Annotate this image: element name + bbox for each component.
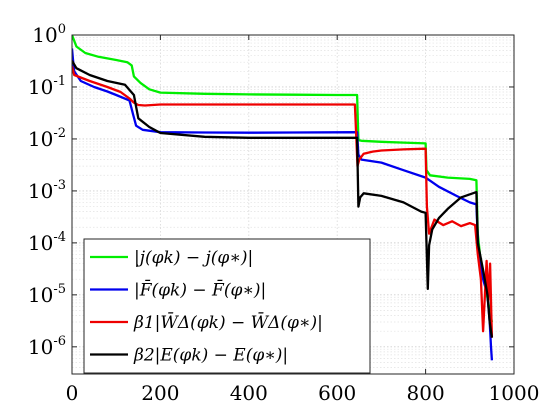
series-lines: [72, 35, 494, 361]
y-tick-label: 10-5: [28, 282, 66, 307]
x-tick-label: 400: [230, 381, 268, 405]
x-tick-label: 800: [407, 381, 445, 405]
y-tick-label: 10-4: [28, 230, 66, 255]
x-tick-label: 200: [141, 381, 179, 405]
y-tick-label: 10-1: [28, 74, 66, 99]
legend-label: |j(φk) − j(φ∗)|: [134, 248, 253, 268]
legend-label: β2|E(φk) − E(φ∗)|: [133, 346, 288, 366]
plot-frame: [71, 34, 515, 375]
series-line-2: [72, 66, 494, 338]
x-tick-label: 1000: [489, 381, 540, 405]
y-tick-label: 10-3: [28, 178, 66, 203]
y-tick-label: 10-2: [28, 126, 66, 151]
x-tick-label: 600: [318, 381, 356, 405]
legend: |j(φk) − j(φ∗)| |F̄(φk) − F̄(φ∗)| β1|W̄Δ(φ…: [83, 238, 371, 374]
y-tick-label: 100: [32, 22, 66, 47]
series-line-0: [72, 35, 494, 323]
legend-label: β1|W̄Δ(φk) − W̄Δ(φ∗)|: [133, 311, 323, 333]
series-line-3: [72, 60, 494, 338]
axis-ticks: 0 200 400 600 800 1000 10-6 10-5 10-4 10-3 10-2 10-…: [28, 22, 540, 405]
legend-box: [83, 238, 371, 374]
x-tick-label: 0: [66, 381, 79, 405]
legend-label: |F̄(φk) − F̄(φ∗)|: [134, 278, 266, 300]
y-tick-label: 10-6: [28, 334, 66, 359]
